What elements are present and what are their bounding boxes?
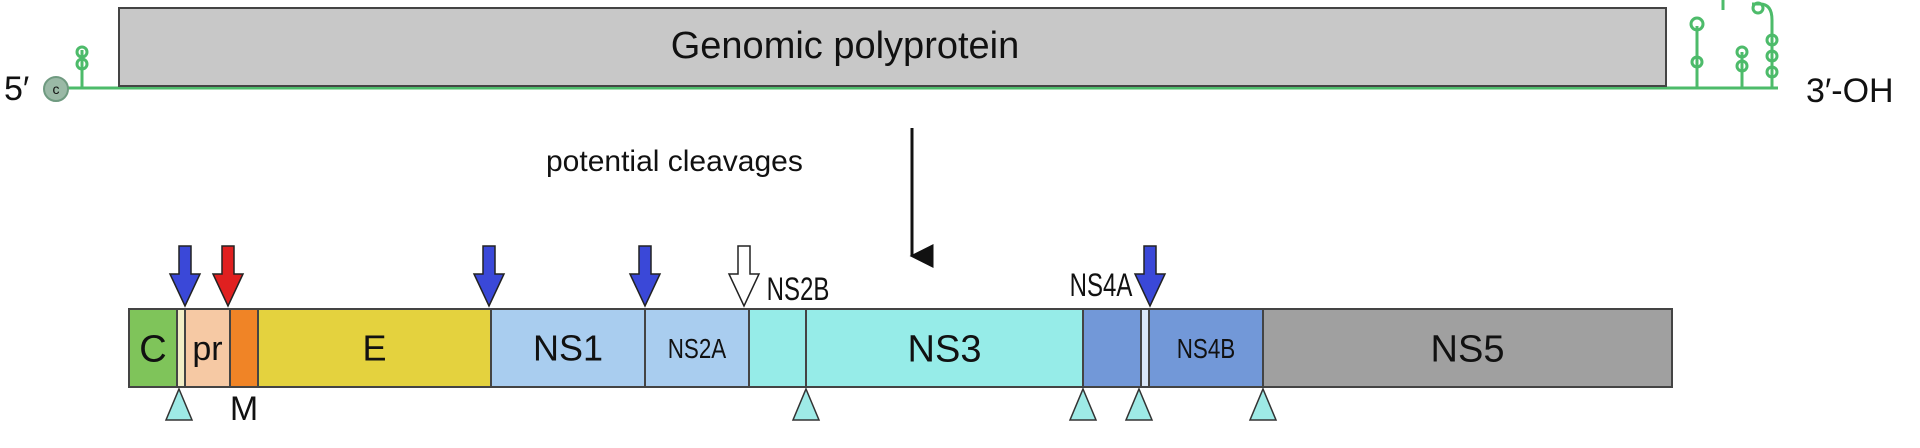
segment-label-ns3: NS3: [908, 328, 982, 370]
genomic-polyprotein-bar: [118, 7, 1667, 87]
cleavage-triangle-3: [1068, 387, 1098, 421]
segment-m: [229, 308, 259, 388]
cleavage-arrow-viral-5: [727, 245, 761, 308]
cap-label: c: [53, 81, 60, 97]
segment-extra-labels: NS2B NS4A M: [230, 267, 1133, 428]
cleavage-triangle-2: [791, 387, 821, 421]
segment-ns5: [1262, 308, 1673, 388]
potential-cleavages-label: potential cleavages: [546, 145, 803, 178]
five-prime-cap-icon: [43, 76, 69, 102]
segment-label-c: C: [139, 328, 166, 370]
cleavage-triangles: [164, 387, 1278, 421]
cleavage-triangle-4: [1124, 387, 1154, 421]
label-above-ns2b: NS2B: [767, 271, 830, 307]
polyprotein-title: Genomic polyprotein: [671, 25, 1020, 67]
cleavage-arrow-host-6: [1133, 245, 1167, 308]
segment-pr: [184, 308, 231, 388]
three-prime-stem-loops-icon: [1689, 0, 1779, 88]
cleavage-triangle-5: [1248, 387, 1278, 421]
segment-label-ns4b: NS4B: [1177, 334, 1236, 365]
cleavage-arrow-host-4: [628, 245, 662, 308]
segment-label-ns2a: NS2A: [668, 334, 727, 365]
cleavage-arrow-host-1: [168, 245, 202, 308]
label-below-m: M: [230, 390, 258, 428]
segment-label-pr: pr: [192, 330, 222, 368]
segment-label-ns1: NS1: [533, 328, 603, 369]
segment-gap1: [176, 308, 186, 388]
three-prime-label: 3′-OH: [1806, 72, 1894, 110]
segment-gap2: [1140, 308, 1150, 388]
cleavage-arrow-furin-2: [211, 245, 245, 308]
segment-e: [257, 308, 492, 388]
segment-ns1: [490, 308, 646, 388]
segment-ns4b: [1148, 308, 1264, 388]
cleavage-arrows: [168, 245, 1167, 308]
five-prime-label: 5′: [4, 70, 29, 108]
segment-ns3: [805, 308, 1084, 388]
segment-label-e: E: [362, 328, 386, 369]
cleavage-arrow-host-3: [472, 245, 506, 308]
segment-label-ns5: NS5: [1431, 328, 1505, 370]
segment-ns4a: [1082, 308, 1142, 388]
segment-ns2a: [644, 308, 750, 388]
five-prime-stem-loop-icon: [75, 45, 89, 88]
label-above-ns4a: NS4A: [1070, 267, 1133, 303]
segment-c: [128, 308, 178, 388]
cleavage-triangle-1: [164, 387, 194, 421]
segment-ns2b: [748, 308, 807, 388]
